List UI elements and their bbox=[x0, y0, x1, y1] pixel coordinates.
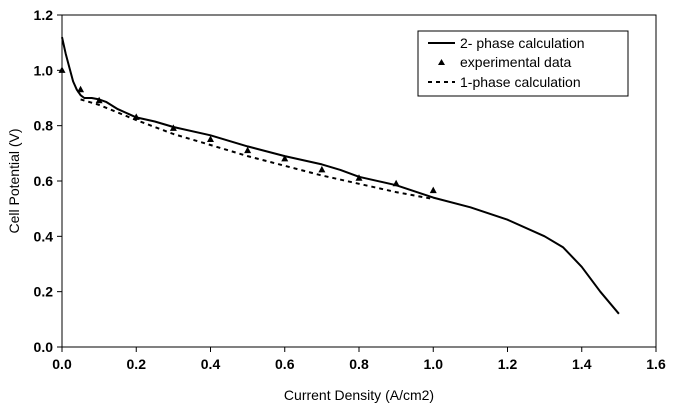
experimental-data-point bbox=[95, 96, 103, 104]
y-tick-label: 1.2 bbox=[34, 7, 54, 23]
y-tick-label: 0.6 bbox=[34, 173, 54, 189]
x-tick-label: 0.2 bbox=[127, 356, 147, 372]
legend-label-2phase: 2- phase calculation bbox=[460, 35, 585, 51]
x-axis-title: Current Density (A/cm2) bbox=[284, 387, 434, 403]
x-tick-label: 1.6 bbox=[646, 356, 666, 372]
experimental-data-point bbox=[355, 174, 363, 181]
y-tick-label: 0.2 bbox=[34, 284, 54, 300]
x-axis-ticks: 0.0 0.2 0.4 0.6 0.8 1.0 1.2 1.4 1.6 bbox=[52, 347, 666, 372]
y-tick-label: 0.8 bbox=[34, 118, 54, 134]
experimental-data-point bbox=[169, 124, 177, 131]
x-tick-label: 1.2 bbox=[498, 356, 518, 372]
experimental-data-point bbox=[392, 179, 400, 187]
y-axis-title: Cell Potential (V) bbox=[6, 128, 22, 233]
experimental-data-point bbox=[207, 135, 214, 142]
y-tick-label: 0.0 bbox=[34, 339, 54, 355]
legend-swatch-experimental bbox=[438, 59, 445, 65]
experimental-data-point bbox=[244, 146, 252, 154]
legend-box bbox=[417, 30, 629, 97]
y-tick-label: 0.4 bbox=[34, 228, 54, 244]
legend-label-1phase: 1-phase calculation bbox=[460, 74, 581, 90]
experimental-data-point bbox=[77, 85, 85, 93]
experimental-data-point bbox=[318, 165, 326, 173]
experimental-data-point bbox=[281, 154, 289, 162]
x-tick-label: 0.8 bbox=[349, 356, 369, 372]
experimental-data-point bbox=[132, 113, 140, 120]
series-line-2phase bbox=[61, 36, 620, 315]
x-tick-label: 0.4 bbox=[201, 356, 221, 372]
experimental-data-point bbox=[429, 186, 437, 194]
series-layer bbox=[58, 36, 620, 315]
legend-label-experimental: experimental data bbox=[460, 54, 572, 70]
y-tick-label: 1.0 bbox=[34, 62, 54, 78]
legend: 2- phase calculation experimental data 1… bbox=[417, 30, 629, 97]
y-axis-ticks: 0.0 0.2 0.4 0.6 0.8 1.0 1.2 bbox=[34, 7, 62, 355]
experimental-data-point bbox=[58, 66, 66, 73]
series-line-1phase bbox=[80, 98, 434, 200]
x-tick-label: 1.4 bbox=[572, 356, 592, 372]
x-tick-label: 1.0 bbox=[424, 356, 444, 372]
x-tick-label: 0.6 bbox=[275, 356, 295, 372]
x-tick-label: 0.0 bbox=[52, 356, 72, 372]
